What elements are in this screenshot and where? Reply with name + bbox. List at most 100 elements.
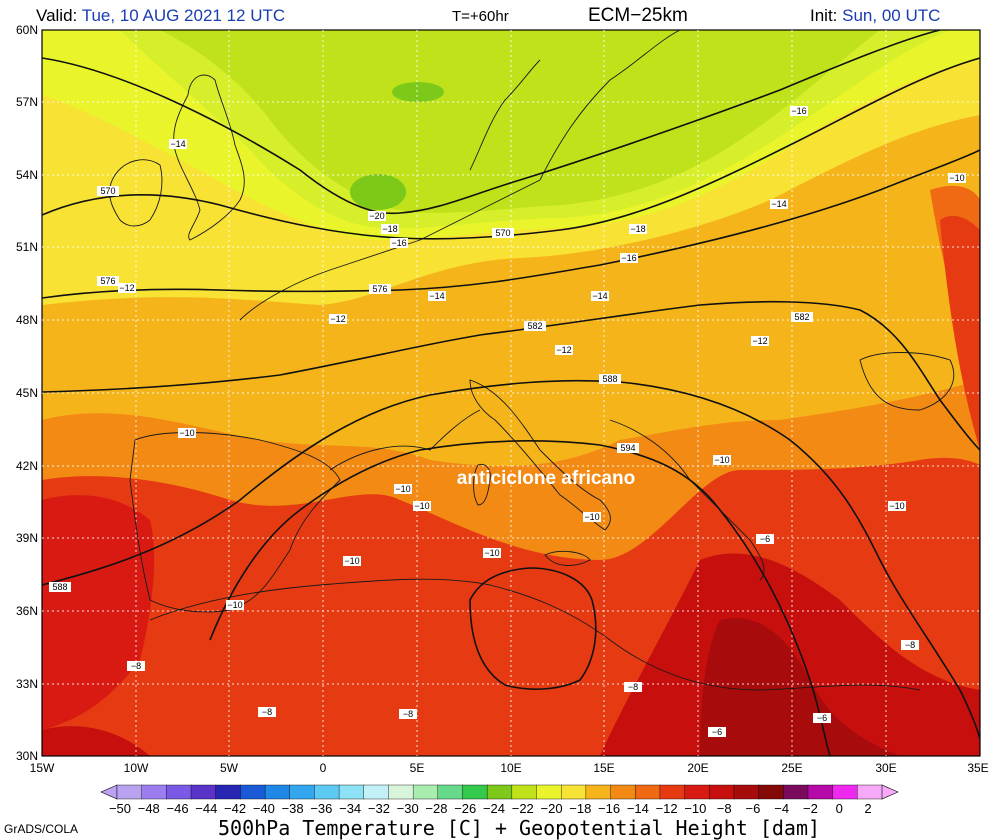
- lat-label-39n: 39N: [16, 531, 38, 545]
- temp-label: −14: [771, 199, 786, 209]
- colorbar-swatch: [486, 784, 513, 800]
- valid-value: Tue, 10 AUG 2021 12 UTC: [81, 6, 286, 25]
- temp-label: −10: [414, 501, 429, 511]
- colorbar-tick-label: −26: [454, 801, 476, 816]
- colorbar-tick-label: −36: [310, 801, 332, 816]
- lon-label-5w: 5W: [220, 761, 239, 775]
- temp-label: −16: [391, 238, 406, 248]
- colorbar-swatch: [264, 784, 291, 800]
- temp-label: −8: [628, 682, 638, 692]
- colorbar-tick-label: −10: [684, 801, 706, 816]
- contour-label: 588: [602, 374, 617, 384]
- temp-label: −8: [905, 640, 915, 650]
- colorbar-swatch: [462, 784, 488, 800]
- anticyclone-annotation: anticiclone africano: [457, 468, 635, 489]
- lon-label-10w: 10W: [124, 761, 149, 775]
- lon-label-20e: 20E: [687, 761, 708, 775]
- temp-label: −14: [429, 291, 444, 301]
- lat-label-45n: 45N: [16, 386, 38, 400]
- contour-label: 570: [100, 186, 115, 196]
- lon-label-0: 0: [320, 761, 327, 775]
- colorbar-tick-label: −46: [167, 801, 189, 816]
- colorbar-tick-label: 0: [836, 801, 843, 816]
- temp-label: −8: [131, 661, 141, 671]
- colorbar-swatch: [536, 784, 562, 800]
- coastlines: [109, 30, 955, 691]
- geopotential-contours: [42, 30, 980, 756]
- contour-label: 582: [527, 321, 542, 331]
- lat-label-30n: 30N: [16, 749, 38, 763]
- colorbar-tick-label: −44: [195, 801, 217, 816]
- contour-labels: 570 576 570 576 582 582 588 594 588: [49, 186, 813, 592]
- colorbar-right-arrow: [881, 784, 899, 800]
- colorbar-tick-label: −16: [598, 801, 620, 816]
- colorbar-tick-label: −24: [483, 801, 505, 816]
- colorbar-swatch: [560, 784, 587, 800]
- colorbar-swatch: [635, 784, 661, 800]
- valid-time: Valid: Tue, 10 AUG 2021 12 UTC: [36, 6, 285, 26]
- colorbar-tick-label: −12: [656, 801, 678, 816]
- colorbar-tick-label: −18: [569, 801, 591, 816]
- colorbar-swatch: [807, 784, 834, 800]
- colorbar-tick-label: −6: [746, 801, 761, 816]
- colorbar-swatch: [511, 784, 538, 800]
- temp-label: −18: [382, 224, 397, 234]
- temperature-labels: −14 −16 −10 −20 −18 −14 −18 −16 −12 −16 …: [118, 106, 966, 737]
- lat-label-54n: 54N: [16, 168, 38, 182]
- colorbar-tick-label: −4: [774, 801, 789, 816]
- contour-label: 576: [100, 276, 115, 286]
- colorbar-swatch: [363, 784, 390, 800]
- temp-label: −6: [817, 713, 827, 723]
- graticule: [42, 30, 980, 756]
- init-label: Init:: [810, 6, 838, 25]
- colorbar-swatch: [190, 784, 217, 800]
- temp-label: −10: [179, 428, 194, 438]
- colorbar-swatch: [610, 784, 636, 800]
- temp-label: −10: [949, 173, 964, 183]
- temp-label: −8: [262, 707, 272, 717]
- valid-label: Valid:: [36, 6, 78, 25]
- temp-label: −12: [556, 345, 571, 355]
- colorbar-tick-label: 2: [864, 801, 871, 816]
- colorbar-swatch: [388, 784, 414, 800]
- colorbar-swatch: [585, 784, 612, 800]
- colorbar-swatch: [857, 784, 883, 800]
- contour-label: 570: [495, 228, 510, 238]
- init-value: Sun, 00 UTC: [842, 6, 941, 25]
- temp-label: −10: [484, 548, 499, 558]
- model-name: ECM−25km: [588, 5, 688, 26]
- temp-label: −14: [592, 291, 607, 301]
- colorbar-tick-label: −40: [253, 801, 275, 816]
- lon-label-15w: 15W: [30, 761, 55, 775]
- colorbar-swatch: [783, 784, 809, 800]
- contour-label: 594: [620, 443, 635, 453]
- colorbar-tick-label: −8: [717, 801, 732, 816]
- colorbar-tick-label: −22: [512, 801, 534, 816]
- temp-label: −18: [630, 224, 645, 234]
- temp-label: −12: [752, 336, 767, 346]
- colorbar-tick-label: −32: [368, 801, 390, 816]
- colorbar-swatch: [733, 784, 760, 800]
- temp-label: −12: [330, 314, 345, 324]
- lat-label-60n: 60N: [16, 23, 38, 37]
- temp-label: −10: [395, 484, 410, 494]
- temp-label: −14: [170, 139, 185, 149]
- colorbar-swatch: [338, 784, 365, 800]
- lon-label-10e: 10E: [500, 761, 521, 775]
- grads-credit: GrADS/COLA: [4, 822, 79, 836]
- colorbar-tick-label: −2: [803, 801, 818, 816]
- colorbar-tick-label: −42: [224, 801, 246, 816]
- lat-label-33n: 33N: [16, 677, 38, 691]
- colorbar-tick-label: −38: [282, 801, 304, 816]
- colorbar-tick-label: −14: [627, 801, 649, 816]
- colorbar-swatch: [116, 784, 143, 800]
- colorbar-swatch: [437, 784, 464, 800]
- colorbar-swatch: [141, 784, 168, 800]
- temp-label: −10: [227, 600, 242, 610]
- colorbar-tick-label: −48: [138, 801, 160, 816]
- colorbar-tick-label: −20: [541, 801, 563, 816]
- temp-label: −8: [403, 709, 413, 719]
- colorbar-swatch: [832, 784, 859, 800]
- colorbar-swatch: [659, 784, 686, 800]
- temp-label: −10: [584, 512, 599, 522]
